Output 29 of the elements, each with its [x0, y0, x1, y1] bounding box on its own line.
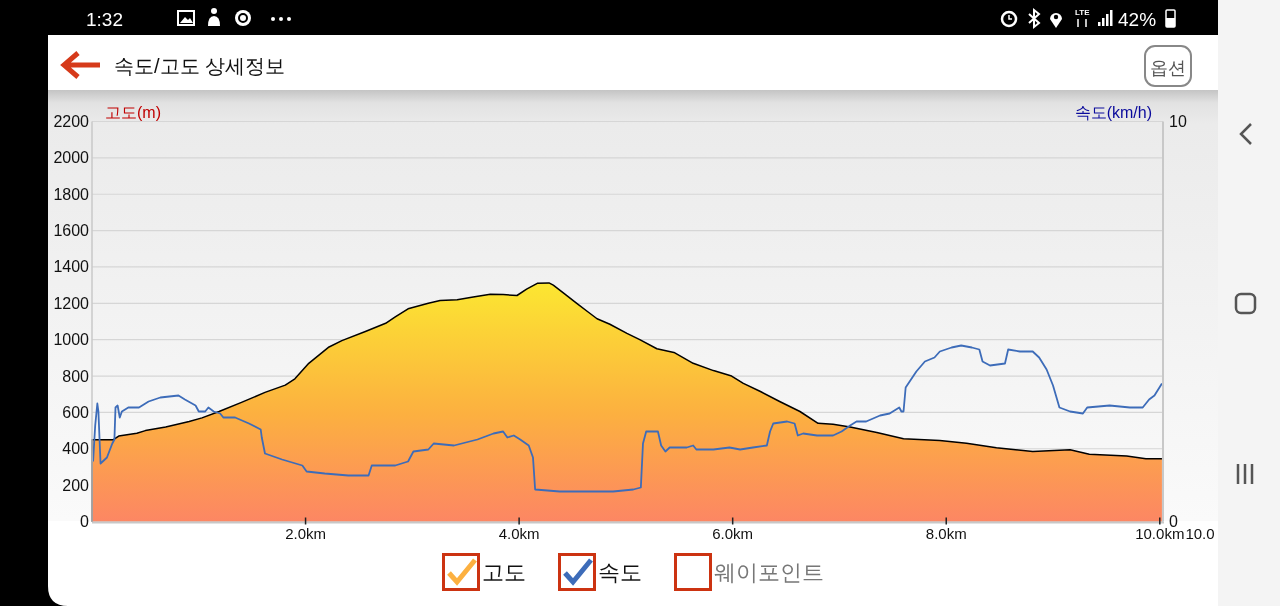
- y-tick-label: 0: [80, 513, 90, 530]
- text: 10.0: [1185, 525, 1215, 542]
- y-tick-label: 2200: [53, 113, 90, 130]
- y2-tick-label: 0: [1169, 513, 1178, 530]
- options-button: 옵션: [1144, 45, 1192, 87]
- y-tick-label: 1400: [53, 258, 90, 276]
- y-tick-label: 1000: [53, 331, 90, 349]
- y2-tick-label: 10: [1169, 113, 1187, 130]
- text: 42%: [1118, 9, 1157, 30]
- y-tick-label: 600: [62, 403, 90, 421]
- text: 1:32: [86, 9, 123, 30]
- y-tick-label: 1800: [53, 185, 90, 203]
- y-tick-label: 200: [62, 476, 90, 494]
- y-tick-label: 1200: [53, 294, 90, 312]
- legend-label: 속도: [598, 559, 642, 585]
- y-tick-label: 400: [62, 440, 90, 458]
- y-tick-label: 1600: [53, 222, 90, 240]
- x-tick-label: 8.0km: [925, 525, 967, 542]
- x-tick-label: 4.0km: [498, 525, 540, 542]
- y-tick-label: 800: [62, 367, 90, 385]
- y-tick-label: 2000: [53, 149, 90, 167]
- y-axis-title: 고도(m): [105, 104, 161, 121]
- legend-label: 웨이포인트: [714, 559, 824, 585]
- text: LTE: [1075, 8, 1091, 17]
- legend-label: 고도: [482, 559, 526, 585]
- chart-title: 속도/고도 상세정보: [114, 55, 286, 77]
- x-tick-label: 6.0km: [712, 525, 754, 542]
- y2-axis-title: 속도(km/h): [1074, 104, 1152, 121]
- x-tick-label: 2.0km: [285, 525, 326, 542]
